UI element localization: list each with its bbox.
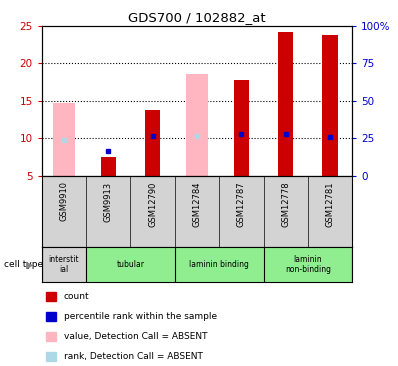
Bar [86,176,131,247]
Bar [308,176,352,247]
Text: laminin binding: laminin binding [189,260,249,269]
Text: GSM12787: GSM12787 [237,182,246,227]
Text: tubular: tubular [117,260,144,269]
Bar [278,31,293,176]
Text: GSM12781: GSM12781 [326,182,335,227]
Text: interstit
ial: interstit ial [49,255,79,274]
Bar [263,176,308,247]
Text: ▶: ▶ [26,259,34,269]
Bar [322,36,338,176]
Text: GSM12784: GSM12784 [193,182,201,227]
Bar [175,176,219,247]
Text: GSM12790: GSM12790 [148,182,157,227]
Bar [86,247,175,282]
Text: value, Detection Call = ABSENT: value, Detection Call = ABSENT [64,332,207,341]
Bar [53,103,75,176]
Text: count: count [64,292,89,301]
Bar [42,247,86,282]
Title: GDS700 / 102882_at: GDS700 / 102882_at [128,11,266,25]
Text: laminin
non-binding: laminin non-binding [285,255,331,274]
Bar [186,74,208,176]
Bar [263,247,352,282]
Bar [234,80,249,176]
Bar [131,176,175,247]
Text: GSM12778: GSM12778 [281,182,290,227]
Bar [145,111,160,176]
Bar [42,176,86,247]
Text: percentile rank within the sample: percentile rank within the sample [64,312,217,321]
Text: GSM9913: GSM9913 [104,182,113,221]
Text: cell type: cell type [4,260,43,269]
Bar [219,176,263,247]
Text: GSM9910: GSM9910 [59,182,68,221]
Bar [101,157,116,176]
Text: rank, Detection Call = ABSENT: rank, Detection Call = ABSENT [64,352,203,361]
Bar [175,247,263,282]
